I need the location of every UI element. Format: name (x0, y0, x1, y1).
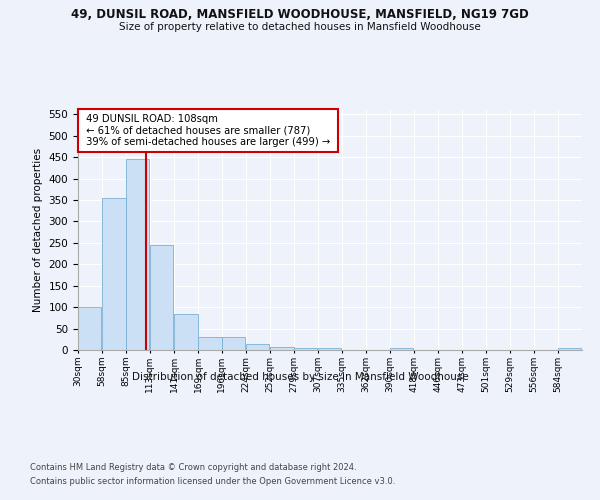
Bar (246, 344, 269, 350)
Bar (558, 348, 581, 350)
Bar (150, 245, 173, 350)
Bar (318, 348, 341, 350)
Bar (293, 348, 317, 350)
Bar (270, 346, 293, 350)
Y-axis label: Number of detached properties: Number of detached properties (33, 148, 43, 312)
Bar (125, 160, 149, 350)
Text: 49 DUNSIL ROAD: 108sqm
 ← 61% of detached houses are smaller (787)
 39% of semi-: 49 DUNSIL ROAD: 108sqm ← 61% of detached… (83, 114, 334, 147)
Bar (174, 314, 197, 350)
Text: Size of property relative to detached houses in Mansfield Woodhouse: Size of property relative to detached ho… (119, 22, 481, 32)
Bar (199, 337, 222, 350)
Text: Contains public sector information licensed under the Open Government Licence v3: Contains public sector information licen… (30, 478, 395, 486)
Bar (78, 307, 101, 350)
Text: Contains HM Land Registry data © Crown copyright and database right 2024.: Contains HM Land Registry data © Crown c… (30, 462, 356, 471)
Bar (102, 198, 125, 350)
Text: 49, DUNSIL ROAD, MANSFIELD WOODHOUSE, MANSFIELD, NG19 7GD: 49, DUNSIL ROAD, MANSFIELD WOODHOUSE, MA… (71, 8, 529, 20)
Text: Distribution of detached houses by size in Mansfield Woodhouse: Distribution of detached houses by size … (131, 372, 469, 382)
Bar (390, 348, 413, 350)
Bar (222, 337, 245, 350)
